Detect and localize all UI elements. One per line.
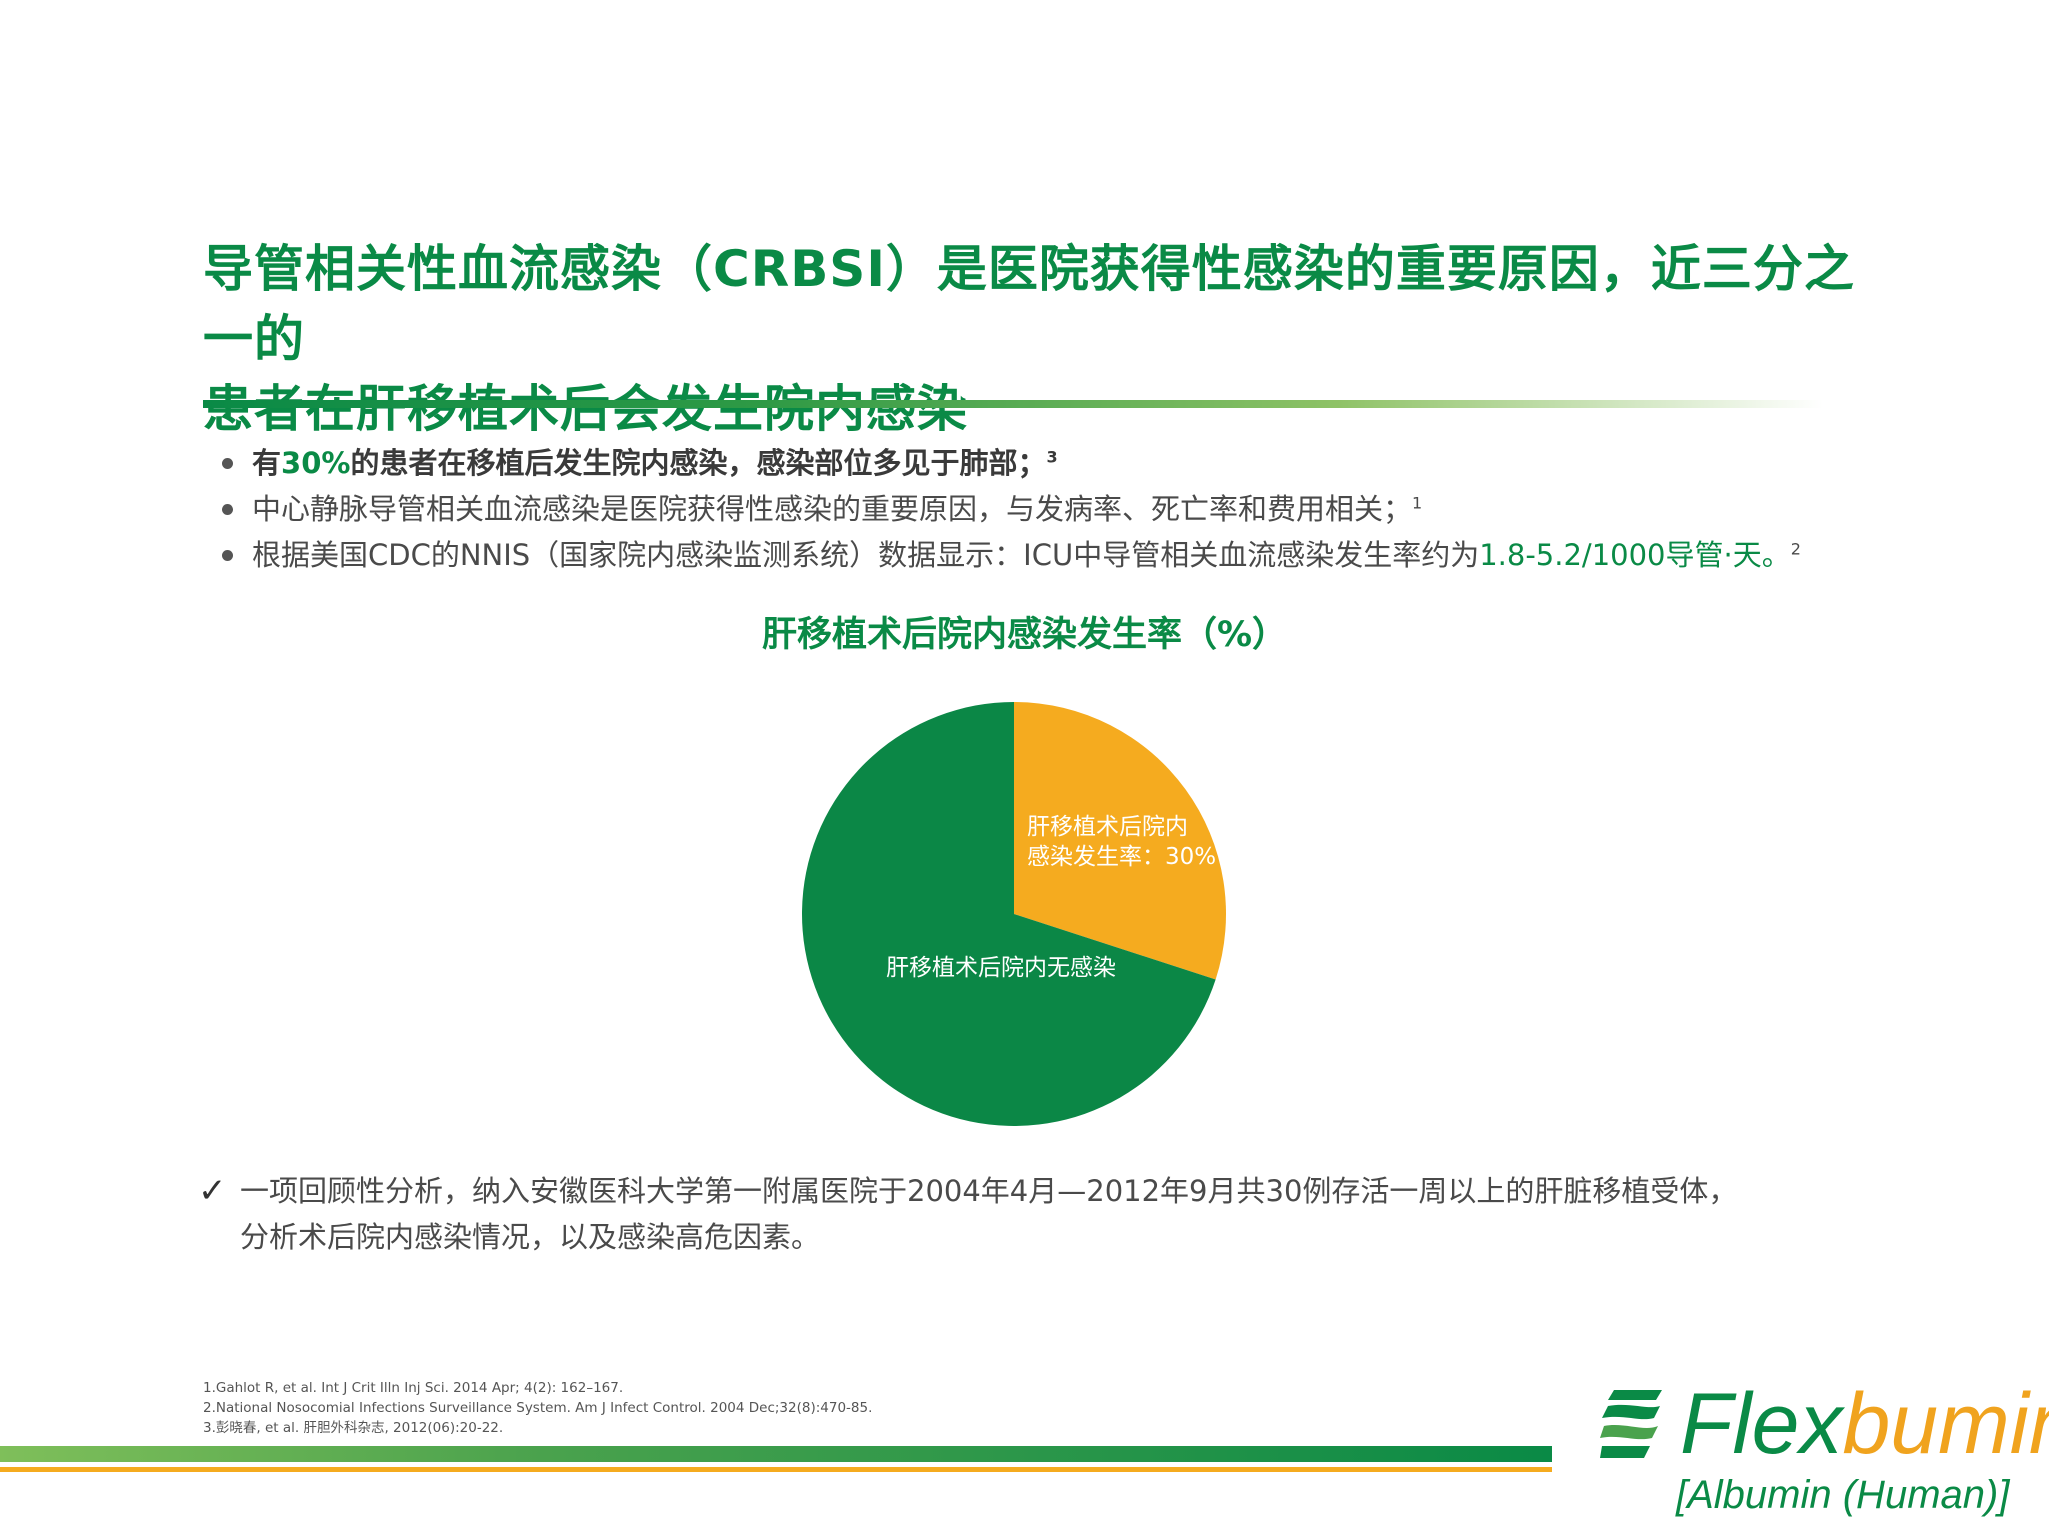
- conclusion-line1: 一项回顾性分析，纳入安徽医科大学第一附属医院于2004年4月—2012年9月共3…: [240, 1174, 1738, 1208]
- bullet-text: 有: [252, 446, 282, 480]
- reference-item: 3.彭晓春, et al. 肝胆外科杂志, 2012(06):20-22.: [203, 1420, 504, 1436]
- page-title-line2: 患者在肝移植术后会发生院内感染: [203, 380, 968, 438]
- title-divider: [203, 400, 1823, 408]
- bullet-dot-icon: [222, 550, 233, 561]
- flexbumin-logo-mark-icon: [1600, 1390, 1662, 1458]
- bullet-text: 的患者在移植后发生院内感染，感染部位多见于肺部；: [350, 446, 1047, 480]
- reference-item: 1.Gahlot R, et al. Int J Crit Illn Inj S…: [203, 1380, 624, 1396]
- checkmark-icon: ✓: [198, 1171, 227, 1211]
- logo-subtitle: [Albumin (Human)]: [1676, 1473, 2010, 1517]
- footnote-ref: 2: [1790, 539, 1801, 559]
- bullet-text: 中心静脉导管相关血流感染是医院获得性感染的重要原因，与发病率、死亡率和费用相关；: [252, 492, 1413, 526]
- bullet-highlight: 1.8-5.2/1000导管·天。: [1479, 538, 1791, 572]
- footer-orange-bar: [0, 1467, 1552, 1472]
- bullet-dot-icon: [222, 504, 233, 515]
- bullet-highlight: 30%: [281, 446, 351, 480]
- pie-slice: [802, 702, 1216, 1126]
- bullet-item: 根据美国CDC的NNIS（国家院内感染监测系统）数据显示：ICU中导管相关血流感…: [220, 532, 1970, 578]
- footnote-ref: 3: [1046, 447, 1058, 467]
- pie-slice: [1014, 702, 1226, 980]
- page-title: 导管相关性血流感染（CRBSI）是医院获得性感染的重要原因，近三分之一的 患者在…: [203, 234, 1903, 444]
- page-title-line1: 导管相关性血流感染（CRBSI）是医院获得性感染的重要原因，近三分之一的: [203, 240, 1855, 368]
- pie-slice-label: 肝移植术后院内感染发生率：30%: [1027, 814, 1216, 870]
- pie-chart: 肝移植术后院内感染发生率：30% 肝移植术后院内无感染: [802, 702, 1226, 1126]
- logo-bumin-text: bumin: [1842, 1376, 2049, 1472]
- references: 1.Gahlot R, et al. Int J Crit Illn Inj S…: [203, 1378, 1303, 1438]
- chart-title: 肝移植术后院内感染发生率（%）: [761, 615, 1288, 655]
- conclusion-text: 一项回顾性分析，纳入安徽医科大学第一附属医院于2004年4月—2012年9月共3…: [240, 1168, 1940, 1260]
- bullet-dot-icon: [222, 458, 233, 469]
- reference-item: 2.National Nosocomial Infections Surveil…: [203, 1400, 873, 1416]
- bullet-text: 根据美国CDC的NNIS（国家院内感染监测系统）数据显示：ICU中导管相关血流感…: [252, 538, 1480, 572]
- logo-flex-text: Flex: [1680, 1376, 1843, 1472]
- conclusion-line2: 分析术后院内感染情况，以及感染高危因素。: [240, 1220, 821, 1254]
- bullet-item: 有30%的患者在移植后发生院内感染，感染部位多见于肺部；3: [220, 440, 1970, 486]
- flexbumin-logo: Flexbumin: [1680, 1374, 2049, 1474]
- footer-green-bar: [0, 1446, 1552, 1462]
- pie-slice-label: 肝移植术后院内无感染: [886, 955, 1116, 981]
- bullet-list: 有30%的患者在移植后发生院内感染，感染部位多见于肺部；3 中心静脉导管相关血流…: [220, 440, 1970, 578]
- bullet-item: 中心静脉导管相关血流感染是医院获得性感染的重要原因，与发病率、死亡率和费用相关；…: [220, 486, 1970, 532]
- footnote-ref: 1: [1412, 493, 1423, 513]
